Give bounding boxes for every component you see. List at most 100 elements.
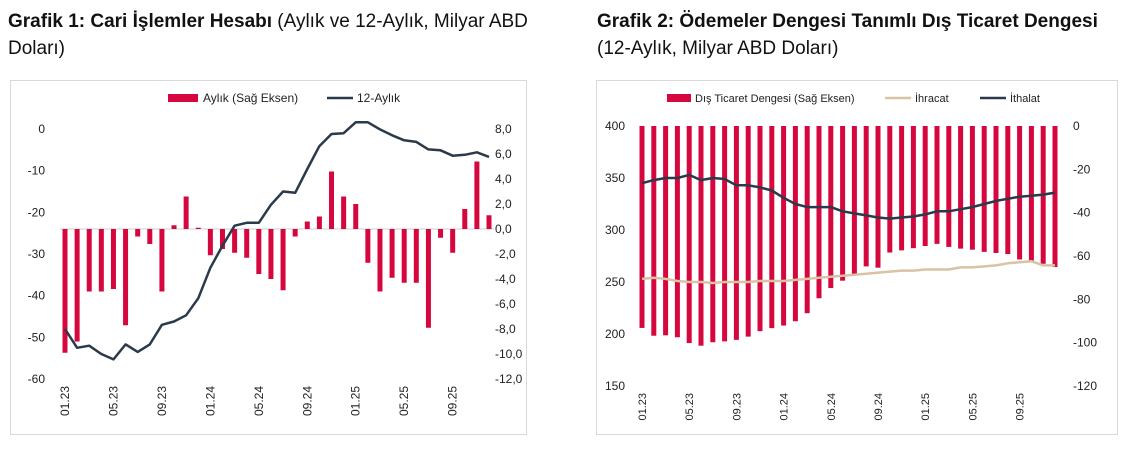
x-tick-label: 05.23 [684,393,696,421]
bar-monthly [98,229,104,292]
left-tick-label: 150 [605,379,625,393]
bar-monthly [377,229,383,292]
bar-monthly [389,229,395,278]
bar-trade-balance [639,126,645,328]
bar-monthly [341,196,347,229]
x-tick-label: 09.25 [446,386,460,416]
bar-trade-balance [993,126,999,253]
right-tick-label: -12,0 [495,372,523,386]
legend-label-12m: 12-Aylık [357,91,401,105]
chart1-svg: Aylık (Sağ Eksen) 12-Aylık 0 -10 -20 -30 -40 -5… [28,91,523,416]
bar-trade-balance [863,126,869,267]
right-tick-label: -2,0 [495,247,516,261]
bar-monthly [171,225,177,229]
x-tick-label: 09.24 [873,393,885,421]
bar-monthly [486,215,492,229]
left-tick-label: -20 [28,205,46,219]
bar-monthly [195,227,201,229]
right-tick-label: 2,0 [495,197,512,211]
bar-trade-balance [899,126,905,251]
bar-monthly [462,209,468,229]
bar-monthly [159,229,165,292]
right-tick-label: 6,0 [495,147,512,161]
bar-monthly [316,216,322,229]
bar-monthly [425,229,431,328]
bar-trade-balance [769,126,775,329]
legend-label-imports: İthalat [1010,92,1040,105]
x-tick-label: 01.23 [637,393,649,421]
bar-trade-balance [934,126,940,244]
right-tick-label: -8,0 [495,322,516,336]
left-tick-label: -40 [28,289,46,303]
legend-label-monthly: Aylık (Sağ Eksen) [203,91,298,105]
legend-swatch-balance [667,94,691,102]
bar-monthly [219,229,225,249]
chart2-title: Grafik 2: Ödemeler Dengesi Tanımlı Dış T… [597,8,1117,62]
bar-trade-balance [781,126,787,326]
bar-monthly [183,196,189,229]
left-tick-label: 300 [605,223,625,237]
bar-trade-balance [698,126,704,346]
bar-trade-balance [686,126,692,344]
chart1-title-bold: Grafik 1: Cari İşlemler Hesabı [8,11,273,32]
right-tick-label: 4,0 [495,172,512,186]
left-tick-label: 200 [605,327,625,341]
x-tick-label: 05.23 [106,386,120,416]
left-tick-label: 400 [605,119,625,133]
line-exports [641,259,1055,285]
bar-trade-balance [887,126,893,253]
bar-monthly [353,204,359,229]
right-tick-label: -4,0 [495,272,516,286]
left-tick-label: 350 [605,171,625,185]
right-tick-label: -10,0 [495,347,523,361]
bar-monthly [365,229,371,263]
bar-trade-balance [981,126,987,252]
bar-monthly [62,229,68,353]
x-tick-label: 09.24 [300,386,314,416]
bar-monthly [207,229,213,256]
bar-trade-balance [745,126,751,337]
bar-trade-balance [792,126,798,322]
bar-trade-balance [757,126,763,332]
bar-trade-balance [840,126,846,281]
line-imports [641,173,1056,220]
bar-trade-balance [804,126,810,314]
bar-monthly [147,229,153,244]
x-tick-label: 01.24 [779,393,791,421]
left-tick-label: -60 [28,372,46,386]
chart2-title-bold: Grafik 2: Ödemeler Dengesi Tanımlı Dış T… [597,11,1098,32]
bar-monthly [244,229,250,258]
x-tick-label: 09.23 [731,393,743,421]
bar-trade-balance [722,126,728,342]
right-tick-label: 0,0 [495,222,512,236]
bar-monthly [280,229,286,291]
bar-trade-balance [958,126,964,249]
bar-monthly [256,229,262,274]
left-tick-label: 250 [605,275,625,289]
right-tick-label: -20 [1073,162,1091,176]
legend-swatch-monthly [168,94,198,102]
bar-monthly [268,229,274,279]
bar-monthly [329,171,335,229]
bar-monthly [86,229,92,292]
chart2-title-sub: (12-Aylık, Milyar ABD Doları) [597,38,839,59]
bar-monthly [474,161,480,229]
legend-label-balance: Dış Ticaret Dengesi (Sağ Eksen) [695,93,855,105]
bar-trade-balance [710,126,716,343]
bar-trade-balance [663,126,669,336]
bar-monthly [74,229,80,342]
bar-monthly [401,229,407,283]
x-tick-label: 05.25 [397,386,411,416]
chart1-title: Grafik 1: Cari İşlemler Hesabı (Aylık ve… [8,8,548,62]
x-tick-label: 09.25 [1015,393,1027,421]
x-tick-label: 01.25 [349,386,363,416]
chart1-panel: Aylık (Sağ Eksen) 12-Aylık 0 -10 -20 -30 -40 -5… [10,80,527,435]
right-tick-label: -120 [1073,379,1097,393]
bar-trade-balance [674,126,680,338]
x-tick-label: 01.23 [58,386,72,416]
bar-trade-balance [922,126,928,247]
left-tick-label: -10 [28,164,46,178]
chart2-svg: Dış Ticaret Dengesi (Sağ Eksen) İhracat İt… [605,92,1097,421]
bar-monthly [135,229,141,237]
right-tick-label: -60 [1073,249,1091,263]
